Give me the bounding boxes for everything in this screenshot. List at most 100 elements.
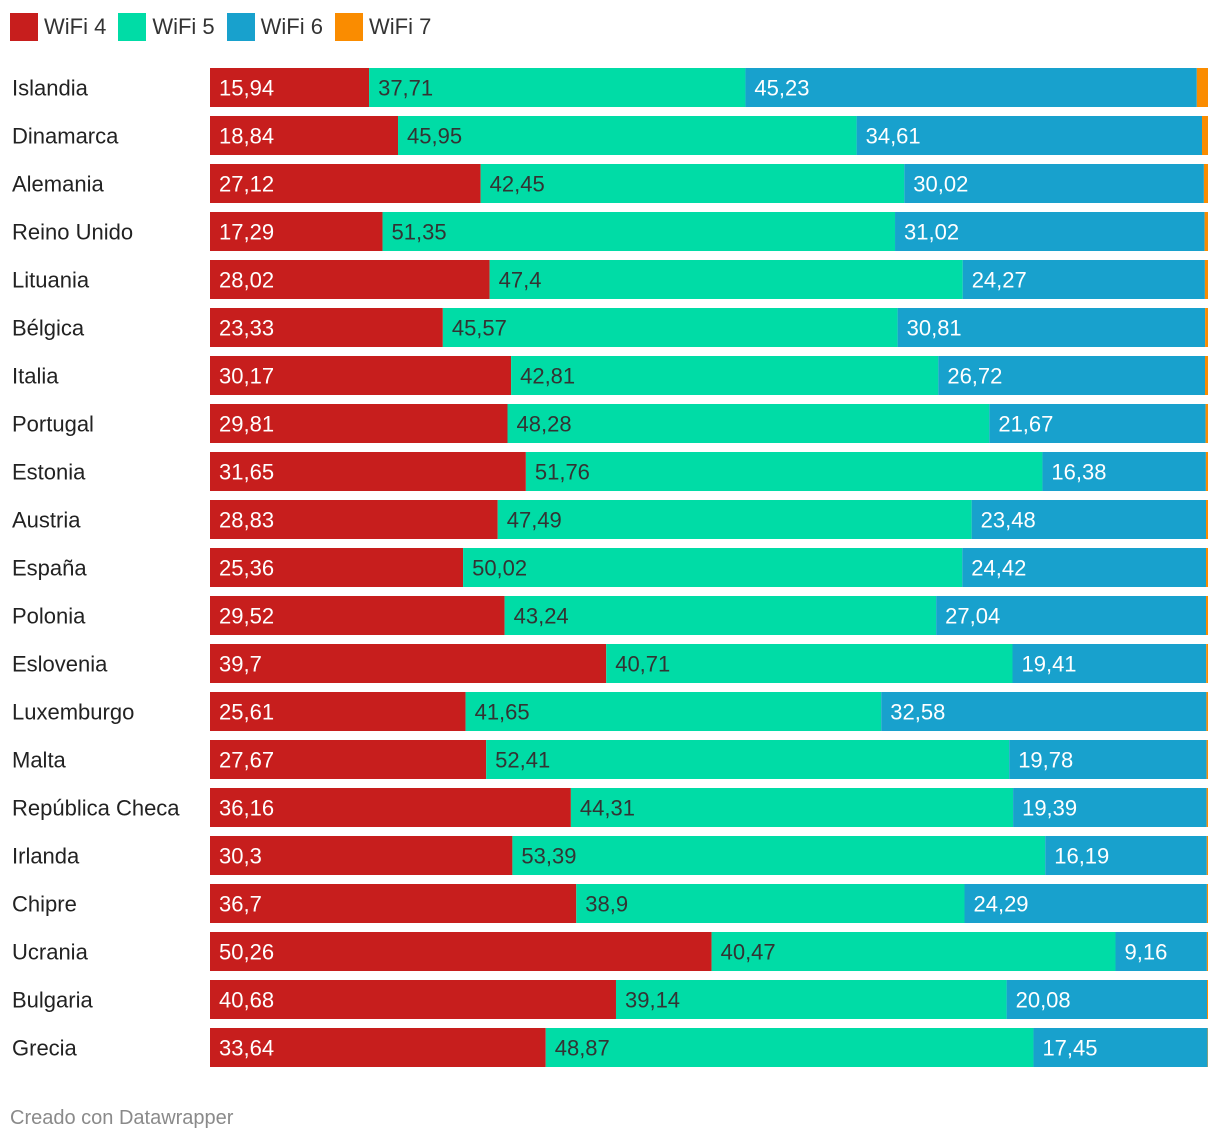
bar-malta-wifi-4: [210, 740, 487, 779]
bar-estonia-wifi-4: [210, 452, 526, 491]
bar-espana-wifi-6: [962, 548, 1207, 587]
data-label-eslovenia-wifi-5: 40,71: [615, 652, 670, 677]
bar-bulgaria-wifi-7: [1207, 980, 1208, 1019]
legend-label-wifi-5: WiFi 5: [152, 14, 215, 39]
bar-irlanda-wifi-5: [512, 836, 1046, 875]
data-label-ucrania-wifi-5: 40,47: [721, 940, 776, 965]
bar-chipre-wifi-6: [964, 884, 1207, 923]
bar-dinamarca-wifi-6: [856, 116, 1203, 155]
bar-republica-checa-wifi-6: [1013, 788, 1207, 827]
bar-lituania-wifi-5: [489, 260, 963, 299]
legend-swatch-wifi-4: [10, 13, 38, 41]
data-label-luxemburgo-wifi-4: 25,61: [219, 700, 274, 725]
data-label-espana-wifi-4: 25,36: [219, 556, 274, 581]
bar-irlanda-wifi-7: [1206, 836, 1208, 875]
bar-republica-checa-wifi-7: [1206, 788, 1208, 827]
data-label-grecia-wifi-5: 48,87: [555, 1036, 610, 1061]
data-label-polonia-wifi-4: 29,52: [219, 604, 274, 629]
data-label-austria-wifi-6: 23,48: [981, 508, 1036, 533]
bar-alemania-wifi-7: [1203, 164, 1208, 203]
bar-espana-wifi-5: [463, 548, 963, 587]
bar-austria-wifi-4: [210, 500, 498, 539]
bar-malta-wifi-7: [1206, 740, 1208, 779]
bar-eslovenia-wifi-6: [1012, 644, 1207, 683]
bar-republica-checa-wifi-5: [570, 788, 1014, 827]
bar-belgica-wifi-5: [442, 308, 898, 347]
legend-item-wifi-7: WiFi 7: [334, 13, 431, 41]
bar-austria-wifi-5: [497, 500, 972, 539]
data-label-belgica-wifi-6: 30,81: [907, 316, 962, 341]
category-label-malta: Malta: [12, 748, 67, 773]
bar-malta-wifi-5: [486, 740, 1010, 779]
bar-italia-wifi-6: [938, 356, 1206, 395]
bar-reino-unido-wifi-6: [895, 212, 1205, 251]
bar-alemania-wifi-5: [480, 164, 905, 203]
bar-islandia-wifi-7: [1196, 68, 1208, 107]
bar-dinamarca-wifi-4: [210, 116, 399, 155]
legend: WiFi 4 WiFi 5 WiFi 6 WiFi 7: [10, 12, 443, 42]
category-label-republica-checa: República Checa: [12, 796, 180, 821]
data-label-dinamarca-wifi-4: 18,84: [219, 124, 274, 149]
data-label-irlanda-wifi-4: 30,3: [219, 844, 262, 869]
category-label-alemania: Alemania: [12, 172, 104, 197]
bar-bulgaria-wifi-4: [210, 980, 616, 1019]
data-label-polonia-wifi-5: 43,24: [514, 604, 569, 629]
legend-item-wifi-5: WiFi 5: [118, 13, 215, 41]
bar-lituania-wifi-4: [210, 260, 490, 299]
bar-polonia-wifi-4: [210, 596, 505, 635]
data-label-eslovenia-wifi-6: 19,41: [1021, 652, 1076, 677]
legend-swatch-wifi-6: [226, 13, 255, 41]
data-label-ucrania-wifi-6: 9,16: [1124, 940, 1167, 965]
data-label-reino-unido-wifi-4: 17,29: [219, 220, 274, 245]
bar-eslovenia-wifi-4: [210, 644, 607, 683]
bar-eslovenia-wifi-5: [606, 644, 1013, 683]
data-label-islandia-wifi-6: 45,23: [754, 76, 809, 101]
category-label-austria: Austria: [12, 508, 81, 533]
bar-belgica-wifi-6: [897, 308, 1206, 347]
bar-reino-unido-wifi-5: [382, 212, 896, 251]
data-label-luxemburgo-wifi-5: 41,65: [475, 700, 530, 725]
legend-swatch-wifi-7: [334, 13, 363, 41]
bar-eslovenia-wifi-7: [1206, 644, 1208, 683]
category-label-eslovenia: Eslovenia: [12, 652, 108, 677]
bar-luxemburgo-wifi-5: [465, 692, 882, 731]
data-label-irlanda-wifi-6: 16,19: [1054, 844, 1109, 869]
data-label-republica-checa-wifi-6: 19,39: [1022, 796, 1077, 821]
data-label-estonia-wifi-5: 51,76: [535, 460, 590, 485]
bar-ucrania-wifi-5: [711, 932, 1116, 971]
bar-irlanda-wifi-6: [1045, 836, 1207, 875]
bar-dinamarca-wifi-7: [1202, 116, 1208, 155]
category-label-islandia: Islandia: [12, 76, 89, 101]
data-label-grecia-wifi-4: 33,64: [219, 1036, 274, 1061]
data-label-chipre-wifi-4: 36,7: [219, 892, 262, 917]
data-label-eslovenia-wifi-4: 39,7: [219, 652, 262, 677]
bar-polonia-wifi-6: [936, 596, 1207, 635]
bar-ucrania-wifi-7: [1206, 932, 1208, 971]
bar-portugal-wifi-6: [989, 404, 1206, 443]
bar-belgica-wifi-4: [210, 308, 443, 347]
bar-ucrania-wifi-6: [1115, 932, 1207, 971]
bar-republica-checa-wifi-4: [210, 788, 571, 827]
data-label-alemania-wifi-6: 30,02: [913, 172, 968, 197]
bar-austria-wifi-7: [1206, 500, 1208, 539]
category-label-bulgaria: Bulgaria: [12, 988, 93, 1013]
bar-portugal-wifi-5: [507, 404, 990, 443]
bar-grecia-wifi-6: [1033, 1028, 1208, 1067]
data-label-polonia-wifi-6: 27,04: [945, 604, 1000, 629]
data-label-lituania-wifi-6: 24,27: [972, 268, 1027, 293]
data-label-bulgaria-wifi-5: 39,14: [625, 988, 680, 1013]
footer-credit: Creado con Datawrapper: [10, 1107, 234, 1129]
category-label-italia: Italia: [12, 364, 59, 389]
data-label-alemania-wifi-4: 27,12: [219, 172, 274, 197]
bar-chipre-wifi-7: [1206, 884, 1208, 923]
data-label-portugal-wifi-6: 21,67: [998, 412, 1053, 437]
data-label-republica-checa-wifi-5: 44,31: [580, 796, 635, 821]
bar-portugal-wifi-4: [210, 404, 508, 443]
data-label-dinamarca-wifi-5: 45,95: [407, 124, 462, 149]
bar-espana-wifi-7: [1206, 548, 1208, 587]
data-label-espana-wifi-6: 24,42: [971, 556, 1026, 581]
legend-label-wifi-6: WiFi 6: [260, 14, 323, 39]
data-label-belgica-wifi-5: 45,57: [452, 316, 507, 341]
data-label-islandia-wifi-5: 37,71: [378, 76, 433, 101]
bar-italia-wifi-4: [210, 356, 512, 395]
